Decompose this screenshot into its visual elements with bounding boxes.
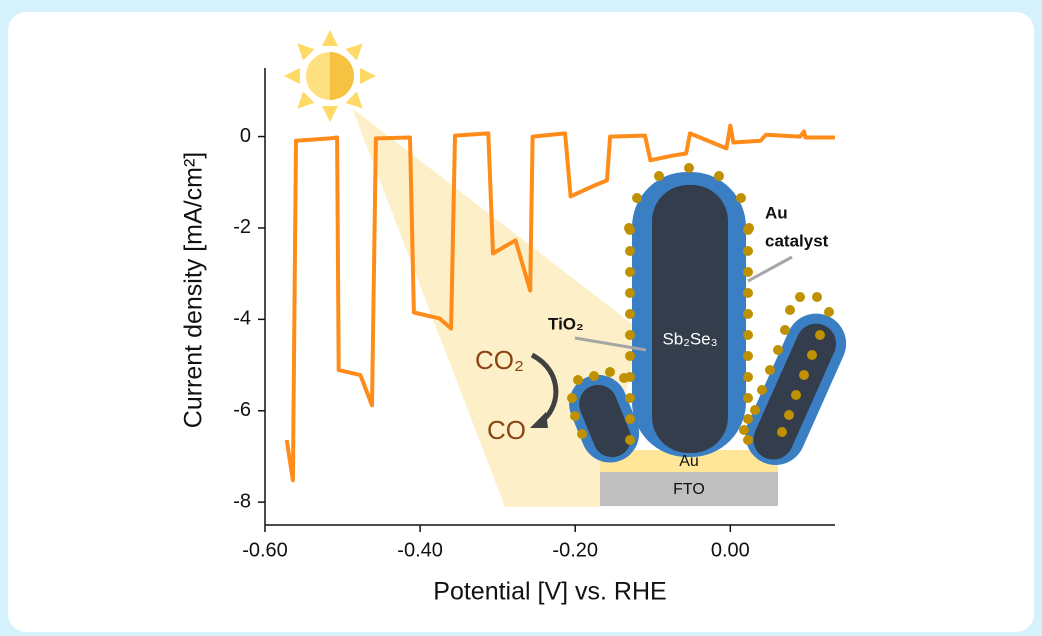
- catalyst-dot: [743, 309, 753, 319]
- catalyst-dot: [777, 427, 787, 437]
- y-tick-label: -6: [233, 399, 251, 421]
- catalyst-dot: [625, 330, 635, 340]
- catalyst-dot: [739, 425, 749, 435]
- catalyst-dot: [625, 246, 635, 256]
- sun-ray: [346, 92, 363, 109]
- sun-ray: [346, 43, 363, 60]
- catalyst-dot: [570, 411, 580, 421]
- catalyst-dot: [812, 292, 822, 302]
- catalyst-dot: [743, 288, 753, 298]
- annotation: Sb₂Se₃: [662, 329, 717, 348]
- catalyst-dot: [785, 305, 795, 315]
- annotation: Au: [765, 203, 788, 222]
- catalyst-dot: [625, 288, 635, 298]
- sun: [284, 30, 376, 122]
- x-tick-label: -0.20: [552, 539, 598, 561]
- x-axis-label: Potential [V] vs. RHE: [433, 578, 666, 606]
- sun-shade: [330, 52, 354, 100]
- sun-ray: [360, 68, 376, 84]
- sun-ray: [322, 30, 338, 46]
- catalyst-dot: [743, 330, 753, 340]
- y-axis-label: Current density [mA/cm²]: [180, 152, 208, 428]
- catalyst-dot: [757, 385, 767, 395]
- catalyst-dot: [799, 370, 809, 380]
- catalyst-dot: [743, 435, 753, 445]
- annotation: TiO₂: [548, 314, 584, 333]
- catalyst-dot: [795, 292, 805, 302]
- y-tick-label: -2: [233, 216, 251, 238]
- chart: Potential [V] vs. RHE Current density [m…: [0, 0, 1042, 636]
- pointer: [748, 257, 792, 281]
- x-tick-label: -0.40: [397, 539, 443, 561]
- catalyst-dot: [625, 435, 635, 445]
- catalyst-dot: [744, 223, 754, 233]
- catalyst-dot: [625, 351, 635, 361]
- catalyst-dot: [743, 414, 753, 424]
- catalyst-dot: [750, 405, 760, 415]
- x-tick-label: -0.60: [242, 539, 288, 561]
- catalyst-dot: [743, 351, 753, 361]
- catalyst-dot: [815, 330, 825, 340]
- catalyst-dot: [736, 193, 746, 203]
- catalyst-dot: [567, 393, 577, 403]
- annotation: CO: [487, 415, 526, 445]
- sun-ray: [322, 106, 338, 122]
- y-tick-label: -8: [233, 490, 251, 512]
- catalyst-dot: [625, 267, 635, 277]
- sun-ray: [297, 92, 314, 109]
- y-tick-label: 0: [240, 125, 251, 147]
- annotation: Au: [679, 453, 699, 470]
- catalyst-dot: [824, 307, 834, 317]
- catalyst-dot: [743, 393, 753, 403]
- annotation: CO₂: [475, 345, 524, 375]
- rod: [652, 185, 728, 453]
- annotation: catalyst: [765, 231, 829, 250]
- catalyst-dot: [619, 373, 629, 383]
- y-tick-label: -4: [233, 308, 251, 330]
- catalyst-dot: [714, 171, 724, 181]
- catalyst-dot: [605, 367, 615, 377]
- catalyst-dot: [743, 267, 753, 277]
- catalyst-dot: [765, 365, 775, 375]
- catalyst-dot: [743, 246, 753, 256]
- catalyst-dot: [784, 410, 794, 420]
- sun-ray: [284, 68, 300, 84]
- catalyst-dot: [573, 375, 583, 385]
- catalyst-dot: [791, 390, 801, 400]
- catalyst-dot: [684, 163, 694, 173]
- catalyst-dot: [632, 193, 642, 203]
- catalyst-dot: [807, 350, 817, 360]
- catalyst-dot: [773, 345, 783, 355]
- catalyst-dot: [625, 309, 635, 319]
- catalyst-dot: [780, 325, 790, 335]
- x-tick-label: 0.00: [711, 539, 750, 561]
- catalyst-dot: [625, 414, 635, 424]
- catalyst-dot: [624, 223, 634, 233]
- sun-ray: [297, 43, 314, 60]
- annotation: FTO: [673, 481, 705, 498]
- catalyst-dot: [577, 429, 587, 439]
- catalyst-dot: [625, 393, 635, 403]
- catalyst-dot: [589, 371, 599, 381]
- catalyst-dot: [743, 372, 753, 382]
- catalyst-dot: [654, 171, 664, 181]
